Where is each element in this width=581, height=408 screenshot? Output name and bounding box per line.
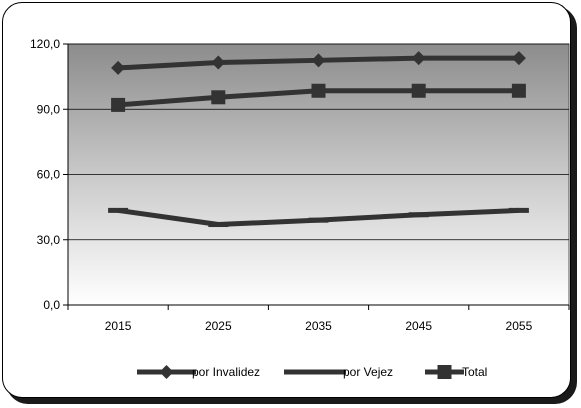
series-total (111, 83, 526, 112)
y-tick-label: 120,0 (30, 37, 60, 51)
data-point-marker (511, 83, 526, 98)
series-por-vejez (108, 207, 529, 228)
data-point-marker (308, 217, 329, 223)
legend-item: por Invalidez (137, 365, 260, 379)
y-tick-label: 30,0 (37, 233, 61, 247)
data-point-marker (211, 90, 226, 105)
data-point-marker (208, 222, 229, 228)
x-tick-label: 2045 (405, 319, 432, 333)
axes (63, 43, 570, 310)
data-point-marker (311, 53, 326, 68)
data-point-marker (108, 207, 129, 213)
x-tick-label: 2025 (205, 319, 232, 333)
data-point-marker (211, 55, 226, 70)
series-por-invalidez (111, 51, 526, 75)
data-point-marker (411, 83, 426, 98)
x-tick-label: 2055 (506, 319, 533, 333)
legend-item: por Vejez (284, 365, 393, 379)
data-point-marker (411, 51, 426, 66)
x-tick-label: 2035 (305, 319, 332, 333)
data-point-marker (311, 83, 326, 98)
legend-label: Total (462, 365, 487, 379)
series-lines (108, 51, 529, 228)
y-axis-tick-labels: 0,0 30,0 60,0 90,0 120,0 (30, 37, 60, 312)
y-tick-label: 0,0 (43, 298, 60, 312)
x-axis-tick-labels: 2015 2025 2035 2045 2055 (105, 319, 533, 333)
data-point-marker (511, 51, 526, 66)
data-point-marker (408, 212, 429, 218)
legend: por Invalidez por Vejez Total (137, 365, 487, 379)
legend-label: por Vejez (343, 365, 393, 379)
y-tick-label: 60,0 (37, 168, 61, 182)
legend-swatch-marker (437, 365, 452, 379)
data-point-marker (111, 60, 126, 75)
data-point-marker (111, 97, 126, 112)
legend-swatch-marker (305, 369, 325, 375)
legend-label: por Invalidez (192, 365, 260, 379)
legend-item: Total (425, 365, 487, 379)
grid-lines (68, 43, 569, 241)
y-tick-label: 90,0 (37, 102, 61, 116)
data-point-marker (508, 207, 529, 213)
x-tick-label: 2015 (105, 319, 132, 333)
legend-swatch-marker (159, 365, 174, 379)
